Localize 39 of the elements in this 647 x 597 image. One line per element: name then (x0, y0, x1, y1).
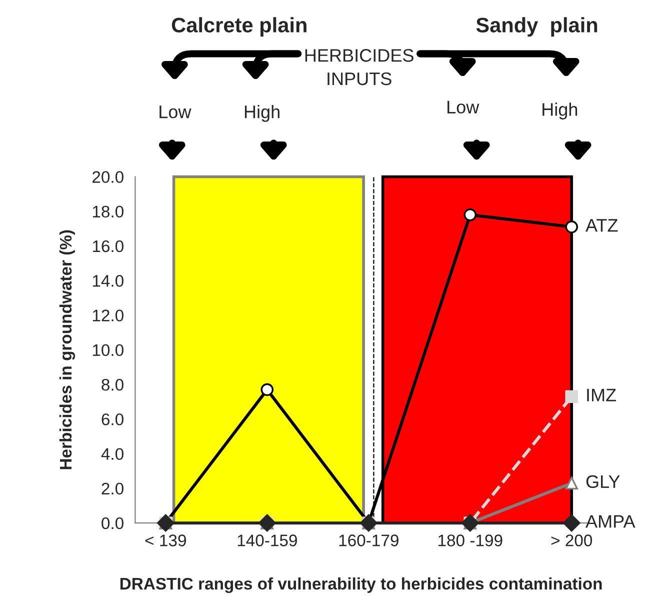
text: High (244, 105, 280, 122)
y-tick-label: 16.0 (92, 240, 124, 252)
point (260, 383, 274, 396)
y-tick-label: 12.0 (92, 310, 124, 322)
point (565, 390, 578, 403)
text: Sandy plain (476, 17, 598, 37)
x-tick-label: 140-159 (238, 534, 297, 546)
text: Low (448, 100, 480, 114)
series-label: AMPA (586, 515, 636, 528)
text: HERBICIDES INPUTS (305, 49, 414, 86)
y-tick-label: 18.0 (92, 206, 124, 218)
x-tick-label: 160-179 (339, 534, 398, 546)
point (565, 476, 578, 490)
x-tick-label: > 200 (551, 534, 592, 546)
y-tick-label: 4.0 (101, 448, 124, 460)
point (565, 220, 578, 234)
y-tick-label: 10.0 (92, 344, 124, 356)
point (461, 514, 479, 532)
point (360, 514, 378, 532)
series-label: ATZ (586, 219, 618, 232)
series-label: IMZ (587, 388, 616, 402)
y-tick-label: 8.0 (102, 378, 124, 391)
point (258, 514, 276, 532)
y-tick-label: 14.0 (92, 274, 124, 287)
y-tick-label: 2.0 (102, 482, 124, 495)
text: Calcrete plain (172, 17, 306, 37)
text: High (542, 102, 578, 120)
x-tick-label: 180 -199 (438, 534, 502, 546)
point (562, 514, 580, 532)
y-tick-label: 6.0 (102, 413, 124, 426)
x-axis-title: DRASTIC ranges of vulnerability to herbicides contamination (120, 577, 602, 594)
series-label: GLY (586, 475, 620, 488)
y-tick-label: 0.0 (102, 517, 124, 530)
x-tick-label: < 139 (145, 534, 186, 546)
text: Low (160, 106, 192, 118)
y-tick-label: 20.0 (92, 171, 124, 183)
y-axis-title: Herbicides in groundwater (%) (59, 230, 76, 470)
point (464, 208, 477, 222)
point (156, 514, 174, 532)
